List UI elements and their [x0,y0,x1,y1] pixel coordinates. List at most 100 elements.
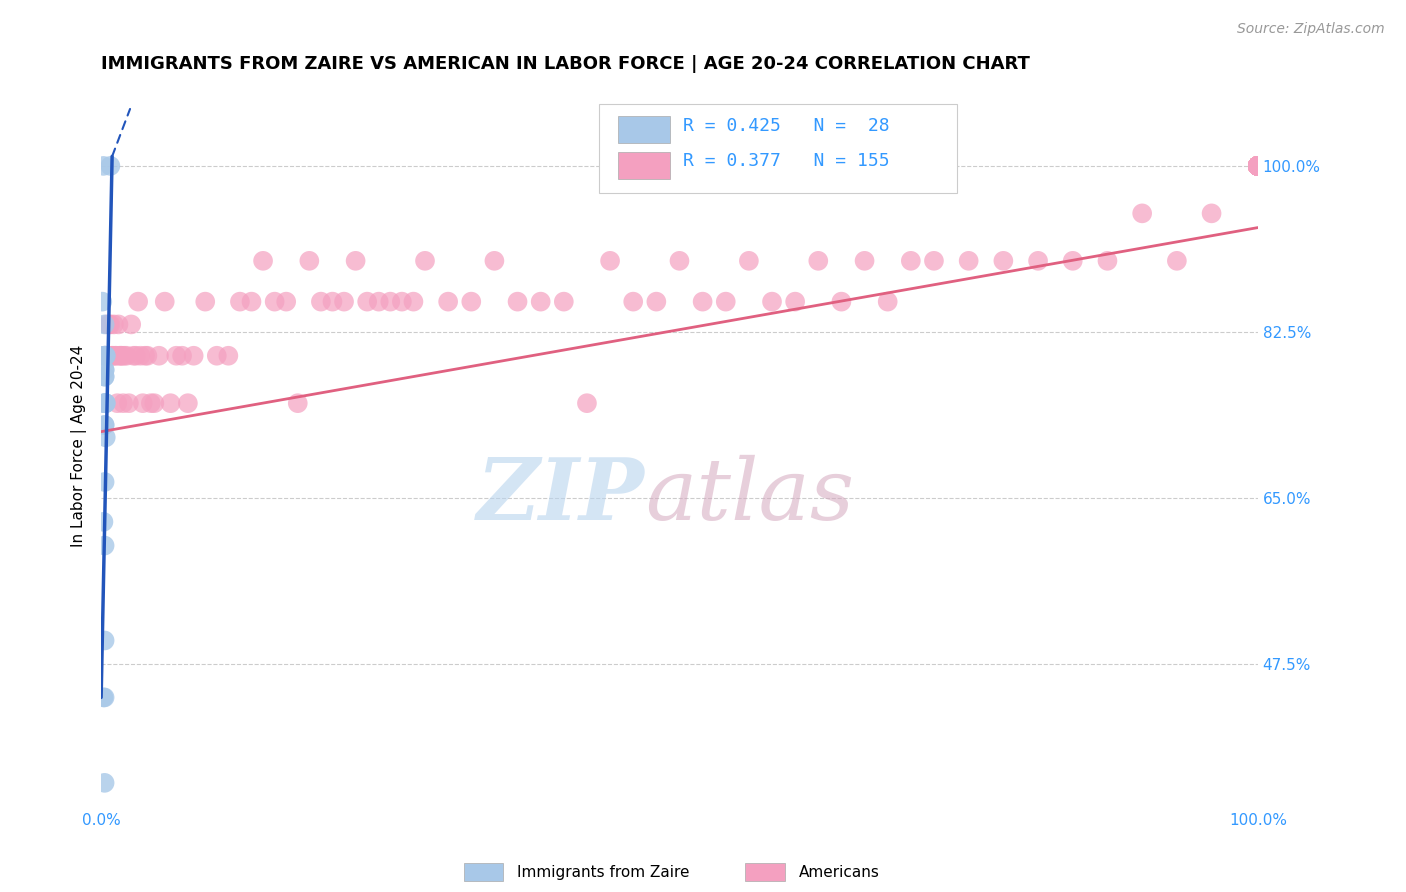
Point [1247,159,1270,173]
Point [94,349,117,363]
Point [1062,253,1084,268]
Point [122,349,145,363]
Point [129,349,152,363]
Point [132,396,155,410]
Point [1247,159,1270,173]
Point [900,253,922,268]
Point [93,369,115,384]
Point [1247,159,1270,173]
Point [93,349,115,363]
Point [1247,159,1270,173]
Point [437,294,460,309]
Point [484,253,506,268]
Point [136,349,159,363]
Point [94,349,117,363]
Point [1247,159,1270,173]
FancyBboxPatch shape [599,104,957,194]
Text: atlas: atlas [645,454,853,537]
Point [1247,159,1270,173]
Point [177,396,200,410]
Point [1247,159,1270,173]
Point [1247,159,1270,173]
Point [263,294,285,309]
FancyBboxPatch shape [619,152,671,179]
Point [94,430,117,444]
Point [1247,159,1270,173]
Point [1201,206,1223,220]
Point [460,294,482,309]
Point [1247,159,1270,173]
Point [668,253,690,268]
Point [229,294,252,309]
Point [1247,159,1270,173]
Text: Immigrants from Zaire: Immigrants from Zaire [517,865,690,880]
FancyBboxPatch shape [619,116,671,144]
Point [112,396,135,410]
Point [1247,159,1270,173]
Point [1247,159,1270,173]
Point [1247,159,1270,173]
Point [94,349,117,363]
Point [380,294,402,309]
Point [93,369,115,384]
Point [1247,159,1270,173]
Point [93,690,115,705]
Point [1247,159,1270,173]
Point [1247,159,1270,173]
Point [165,349,187,363]
Point [1247,159,1270,173]
Text: R = 0.377   N = 155: R = 0.377 N = 155 [683,153,890,170]
Point [93,396,115,410]
Point [367,294,389,309]
Point [96,318,118,332]
Point [1247,159,1270,173]
Point [356,294,378,309]
Point [333,294,356,309]
Point [93,396,115,410]
Y-axis label: In Labor Force | Age 20-24: In Labor Force | Age 20-24 [72,345,87,547]
Point [172,349,194,363]
Point [1247,159,1270,173]
Point [110,349,132,363]
Point [93,318,115,332]
Point [100,318,122,332]
Point [993,253,1015,268]
Point [1247,159,1270,173]
Point [105,349,128,363]
Point [830,294,852,309]
Point [1247,159,1270,173]
Point [1247,159,1270,173]
Point [93,349,115,363]
Point [101,349,124,363]
Point [194,294,217,309]
Point [391,294,413,309]
Point [1247,159,1270,173]
Point [1247,159,1270,173]
Text: IMMIGRANTS FROM ZAIRE VS AMERICAN IN LABOR FORCE | AGE 20-24 CORRELATION CHART: IMMIGRANTS FROM ZAIRE VS AMERICAN IN LAB… [101,55,1031,73]
Point [1166,253,1188,268]
Point [1247,159,1270,173]
Point [94,396,117,410]
Point [645,294,668,309]
Point [530,294,553,309]
Point [553,294,575,309]
Point [599,253,621,268]
Point [105,396,128,410]
Point [93,159,115,173]
Point [205,349,228,363]
Point [93,417,115,432]
Point [93,776,115,790]
Point [1247,159,1270,173]
Point [120,318,142,332]
Point [1247,159,1270,173]
Point [853,253,876,268]
Point [139,396,162,410]
Point [100,159,122,173]
Point [1247,159,1270,173]
Point [93,349,115,363]
Point [112,349,135,363]
Point [97,349,120,363]
Point [298,253,321,268]
Point [127,294,149,309]
Point [240,294,263,309]
